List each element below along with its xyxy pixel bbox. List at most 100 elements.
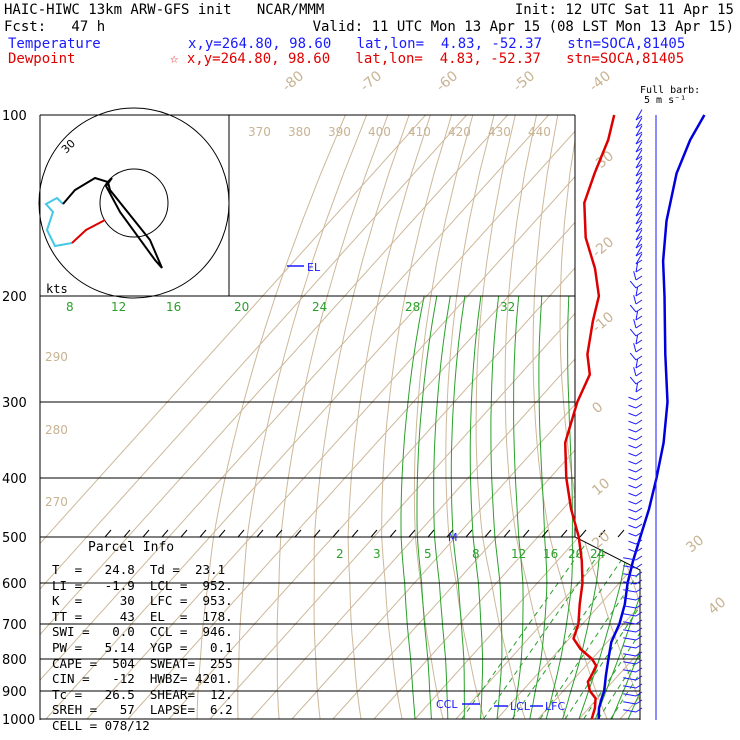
hatch-mark bbox=[522, 529, 530, 538]
wind-barb bbox=[633, 367, 637, 377]
profiles bbox=[563, 114, 706, 720]
wind-barb-flag bbox=[635, 307, 643, 313]
mixing-ratio-line bbox=[583, 536, 640, 720]
wind-barb bbox=[635, 149, 643, 161]
hatch-mark bbox=[294, 529, 302, 538]
hatch-mark bbox=[503, 529, 511, 538]
wind-barb bbox=[623, 685, 637, 689]
wind-barb bbox=[623, 557, 637, 561]
dry-adiabat bbox=[276, 115, 389, 720]
isotherm bbox=[209, 115, 640, 720]
hatch-mark bbox=[180, 529, 188, 538]
wind-barb-flag bbox=[635, 467, 643, 473]
wind-barb bbox=[635, 229, 643, 241]
dew-info: ☆ x,y=264.80, 98.60 lat,lon= 4.83, -52.3… bbox=[170, 51, 685, 67]
pressure-tick-label: 400 bbox=[2, 472, 27, 487]
wind-barb-flag bbox=[635, 155, 643, 161]
wind-barb-flag bbox=[635, 427, 643, 433]
wind-barb bbox=[635, 253, 643, 265]
isotherm bbox=[40, 115, 508, 720]
wind-barb-flag bbox=[635, 683, 643, 689]
wind-barb bbox=[635, 197, 643, 209]
wind-barb-flag bbox=[635, 691, 643, 697]
dry-adiabat bbox=[683, 115, 740, 719]
wind-barb bbox=[628, 492, 637, 497]
wind-barb bbox=[623, 613, 637, 617]
theta-label: 380 bbox=[288, 125, 311, 139]
hodograph-trace-low bbox=[44, 196, 73, 248]
hatch-mark bbox=[370, 529, 378, 538]
isotherm bbox=[537, 115, 640, 720]
hodograph: 30 kts bbox=[38, 107, 230, 299]
isotherm-label: -80 bbox=[279, 68, 307, 95]
dry-adiabat bbox=[445, 115, 495, 720]
wind-barb bbox=[628, 452, 637, 457]
wind-barb-flag bbox=[635, 659, 643, 665]
wind-barb bbox=[635, 287, 639, 297]
moist-adiabat bbox=[661, 296, 740, 719]
wind-barb-flag bbox=[635, 531, 643, 537]
isotherm bbox=[414, 115, 640, 720]
wind-barb-flag bbox=[635, 643, 643, 649]
wind-barb bbox=[635, 165, 643, 177]
pressure-tick-label: 300 bbox=[2, 396, 27, 411]
m-label: M bbox=[448, 531, 458, 544]
wind-barb bbox=[635, 245, 643, 257]
theta-label: 390 bbox=[328, 125, 351, 139]
wind-barb bbox=[628, 476, 637, 481]
isotherm-label: -20 bbox=[589, 234, 617, 261]
hatch-mark bbox=[313, 529, 321, 538]
hodograph-trace-upper bbox=[62, 176, 163, 269]
wind-barb-flag bbox=[635, 571, 643, 577]
moist-adiabat bbox=[627, 295, 640, 720]
theta-label: 290 bbox=[45, 350, 68, 364]
mixing-ratio-label: 5 bbox=[424, 547, 432, 561]
isotherm-label: -40 bbox=[586, 68, 614, 95]
dewpoint-profile bbox=[563, 114, 616, 720]
wind-barb-flag bbox=[635, 667, 643, 673]
isotherm bbox=[45, 115, 590, 720]
isotherm-label: -70 bbox=[357, 68, 385, 95]
mixing-ratio-labels: 8 12 16 20 24 28 322 3 5 8 12 16 20 24 bbox=[66, 300, 605, 561]
hatch-mark bbox=[408, 529, 416, 538]
wind-barb bbox=[635, 205, 643, 217]
theta-label: 400 bbox=[368, 125, 391, 139]
wind-barb-flag bbox=[635, 435, 643, 441]
parcel-info-row: SWI = 0.0 CCL = 946. bbox=[52, 624, 233, 640]
header-title: HAIC-HIWC 13km ARW-GFS init NCAR/MMM bbox=[4, 2, 325, 18]
dry-adiabat bbox=[706, 115, 740, 719]
wind-barb bbox=[629, 376, 637, 385]
hatch-mark bbox=[541, 529, 549, 538]
wind-barb-flag bbox=[635, 227, 643, 233]
wind-barb-flag bbox=[635, 211, 643, 217]
header-init: Init: 12 UTC Sat 11 Apr 15 bbox=[514, 2, 734, 18]
wind-barb bbox=[628, 428, 637, 433]
hatch-mark bbox=[484, 529, 492, 538]
theta-label: 280 bbox=[45, 423, 68, 437]
wind-barb-flag bbox=[635, 291, 643, 297]
wind-barb-flag bbox=[635, 371, 643, 377]
wind-barb-flag bbox=[635, 563, 643, 569]
mixing-ratio-line bbox=[610, 536, 640, 720]
wind-barb-flag bbox=[635, 603, 643, 609]
theta-label: 440 bbox=[528, 125, 551, 139]
wind-barb-flag bbox=[635, 299, 643, 305]
wind-barb-flag bbox=[635, 387, 643, 393]
wind-barb bbox=[635, 359, 639, 369]
wind-barb-flag bbox=[635, 259, 643, 265]
parcel-info-title: Parcel Info bbox=[88, 540, 175, 555]
isotherm bbox=[168, 115, 640, 720]
mixing-ratio-label: 16 bbox=[166, 300, 181, 314]
hodograph-units-label: kts bbox=[46, 282, 68, 296]
wind-barb bbox=[623, 693, 637, 697]
wind-barb bbox=[623, 621, 637, 625]
wind-barb-flag bbox=[635, 515, 643, 521]
mixing-ratio-line bbox=[539, 536, 640, 720]
mixing-ratio-label: 3 bbox=[373, 547, 381, 561]
wind-barb bbox=[635, 221, 643, 233]
wind-barb bbox=[623, 669, 637, 673]
wind-barb-flag bbox=[635, 483, 643, 489]
theta-label: 410 bbox=[408, 125, 431, 139]
temp-label: Temperature bbox=[8, 36, 101, 52]
